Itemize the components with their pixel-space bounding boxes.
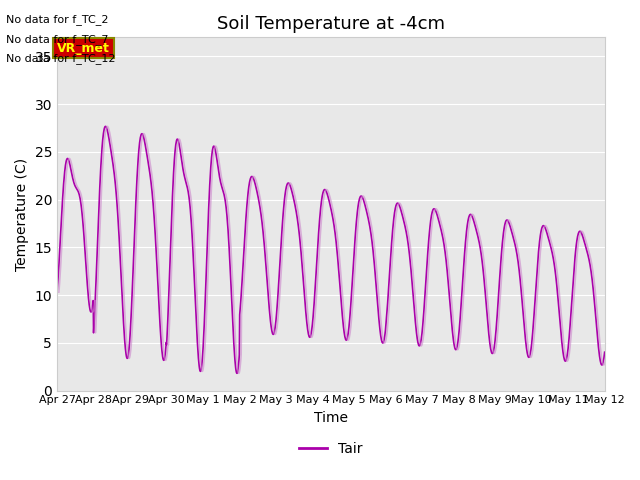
Text: VR_met: VR_met [57,42,110,55]
Title: Soil Temperature at -4cm: Soil Temperature at -4cm [217,15,445,33]
X-axis label: Time: Time [314,411,348,425]
Text: No data for f_TC_12: No data for f_TC_12 [6,53,116,64]
Legend: Tair: Tair [294,436,368,461]
Text: No data for f_TC_2: No data for f_TC_2 [6,14,109,25]
Y-axis label: Temperature (C): Temperature (C) [15,157,29,271]
Text: No data for f_TC_7: No data for f_TC_7 [6,34,109,45]
